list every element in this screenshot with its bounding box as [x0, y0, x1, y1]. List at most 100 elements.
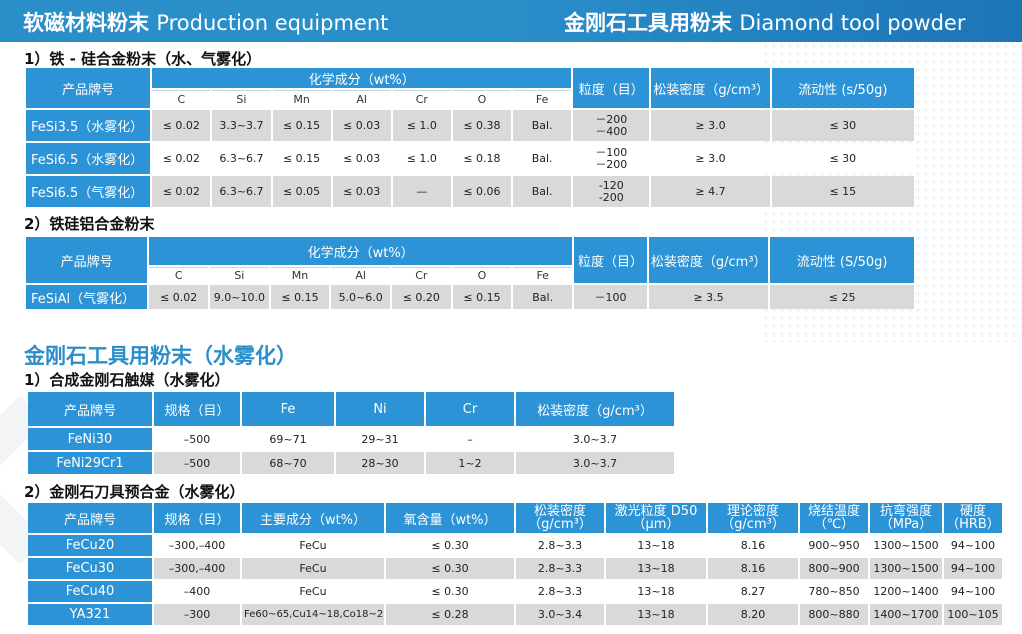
cell: –500 — [154, 452, 240, 474]
particle-line: －100 — [595, 145, 628, 159]
table-row: FeCu40 –400 FeCu ≤ 0.30 2.8~3.3 13~18 8.… — [28, 581, 1002, 602]
product-name: FeCu20 — [28, 535, 152, 556]
cell: 68~70 — [242, 452, 334, 474]
s2-el: C — [149, 267, 209, 283]
table-row: YA321 –300 Fe60~65,Cu14~18,Co18~23 ≤ 0.2… — [28, 604, 1002, 625]
header-line: （HRB） — [946, 517, 1000, 532]
header-right-cn: 金刚石工具用粉末 — [564, 11, 732, 35]
cell: 94~100 — [944, 558, 1002, 579]
cell: 13~18 — [606, 581, 706, 602]
cell: ≤ 0.06 — [452, 176, 512, 207]
cell: FeCu — [242, 535, 384, 556]
cell: ≤ 1.0 — [392, 110, 451, 141]
header-shade — [502, 0, 1022, 42]
header-left-cn: 软磁材料粉末 — [23, 11, 149, 35]
s1-header-product: 产品牌号 — [26, 68, 151, 108]
header-line: 烧结温度 — [807, 504, 860, 519]
cell: ≤ 0.15 — [452, 285, 512, 309]
cell: FeCu — [242, 581, 384, 602]
cell: 69~71 — [242, 428, 334, 450]
cell: 94~100 — [944, 581, 1002, 602]
s1-el: C — [152, 90, 211, 108]
product-name: FeNi30 — [28, 428, 152, 450]
s4-header-laser: 激光粒度 D50 （μm） — [606, 503, 706, 533]
cell: ≤ 0.02 — [152, 176, 211, 207]
section4-table: 产品牌号 规格（目） 主要成分（wt%） 氧含量（wt%） 松装密度 （g/cm³… — [26, 501, 1004, 627]
cell: 13~18 — [606, 558, 706, 579]
cell: –400 — [154, 581, 240, 602]
cell: 800~880 — [800, 604, 868, 625]
s2-header-product: 产品牌号 — [26, 237, 148, 283]
cell: 29~31 — [336, 428, 424, 450]
header-bar: 软磁材料粉末 Production equipment 金刚石工具用粉末 Dia… — [0, 0, 1022, 42]
header-line: 理论密度 — [726, 504, 779, 519]
cell: –300 — [154, 604, 240, 625]
s1-header-composition: 化学成分（wt%） — [152, 68, 572, 88]
s2-el: O — [452, 267, 512, 283]
cell: 13~18 — [606, 535, 706, 556]
cell: ≤ 0.38 — [452, 110, 512, 141]
table-row: FeNi29Cr1 –500 68~70 28~30 1~2 3.0~3.7 — [28, 452, 674, 474]
cell: 8.16 — [708, 558, 798, 579]
cell: 780~850 — [800, 581, 868, 602]
s1-el: Si — [212, 90, 271, 108]
cell: ≤ 0.15 — [272, 110, 331, 141]
section1-title: 1）铁 - 硅合金粉末（水、气雾化） — [24, 50, 262, 68]
cell: ≥ 3.5 — [648, 285, 769, 309]
cell: ≤ 30 — [771, 110, 914, 141]
cell: ≥ 3.0 — [651, 110, 770, 141]
cell: 1200~1400 — [870, 581, 942, 602]
cell: 6.3~6.7 — [212, 143, 271, 174]
product-name: FeCu30 — [28, 558, 152, 579]
header-line: 硬度 — [959, 504, 986, 519]
s2-header-particle: 粒度（目） — [574, 237, 647, 283]
cell: ≤ 0.28 — [386, 604, 514, 625]
header-left-en: Production equipment — [156, 11, 389, 35]
s1-header-particle: 粒度（目） — [573, 68, 650, 108]
s1-el: Cr — [392, 90, 451, 108]
diamond-section-title: 金刚石工具用粉末（水雾化） — [24, 344, 297, 368]
table-row: FeSiAl（气雾化） ≤ 0.02 9.0~10.0 ≤ 0.15 5.0~6… — [26, 285, 914, 309]
cell-particle: －200 －400 — [573, 110, 650, 141]
s2-el: Cr — [392, 267, 451, 283]
header-line: 松装密度 — [533, 504, 586, 519]
cell: –500 — [154, 428, 240, 450]
s2-el: Mn — [270, 267, 330, 283]
s1-el: Mn — [272, 90, 331, 108]
s4-header-sinter: 烧结温度 （℃） — [800, 503, 868, 533]
s4-header-bend: 抗弯强度 （MPa） — [870, 503, 942, 533]
cell: FeCu — [242, 558, 384, 579]
cell: ≤ 1.0 — [392, 143, 451, 174]
particle-line: －200 — [595, 112, 628, 126]
cell: ≤ 0.15 — [272, 143, 331, 174]
header-line: （MPa） — [879, 517, 933, 532]
header-line: 激光粒度 D50 — [614, 504, 698, 519]
cell: Bal. — [513, 285, 573, 309]
cell: 900~950 — [800, 535, 868, 556]
table-row: FeSi6.5（水雾化） ≤ 0.02 6.3~6.7 ≤ 0.15 ≤ 0.0… — [26, 143, 914, 174]
header-line: 抗弯强度 — [879, 504, 932, 519]
section1-table: 产品牌号 化学成分（wt%） 粒度（目） 松装密度（g/cm³） 流动性 (s/… — [24, 66, 916, 209]
cell: －100 — [574, 285, 647, 309]
cell-particle: -120 -200 — [573, 176, 650, 207]
section3-title: 1）合成金刚石触媒（水雾化） — [24, 371, 230, 389]
table-row: FeCu20 –300,–400 FeCu ≤ 0.30 2.8~3.3 13~… — [28, 535, 1002, 556]
cell: ≤ 0.05 — [272, 176, 331, 207]
cell: 100~105 — [944, 604, 1002, 625]
cell: ≤ 0.30 — [386, 581, 514, 602]
s3-header: Fe — [242, 392, 334, 426]
s1-header-density: 松装密度（g/cm³） — [651, 68, 770, 108]
cell: 6.3~6.7 — [212, 176, 271, 207]
product-name: FeNi29Cr1 — [28, 452, 152, 474]
cell: 3.0~3.7 — [516, 428, 674, 450]
s1-el: Al — [332, 90, 391, 108]
cell: Bal. — [513, 176, 572, 207]
cell: 2.8~3.3 — [516, 581, 604, 602]
cell: ≤ 0.02 — [149, 285, 209, 309]
cell: 5.0~6.0 — [331, 285, 390, 309]
section3-table: 产品牌号 规格（目） Fe Ni Cr 松装密度（g/cm³） FeNi30 –… — [26, 390, 676, 476]
s2-header-density: 松装密度（g/cm³） — [648, 237, 769, 283]
cell: 2.8~3.3 — [516, 535, 604, 556]
cell: ≤ 25 — [770, 285, 914, 309]
s3-header: 松装密度（g/cm³） — [516, 392, 674, 426]
